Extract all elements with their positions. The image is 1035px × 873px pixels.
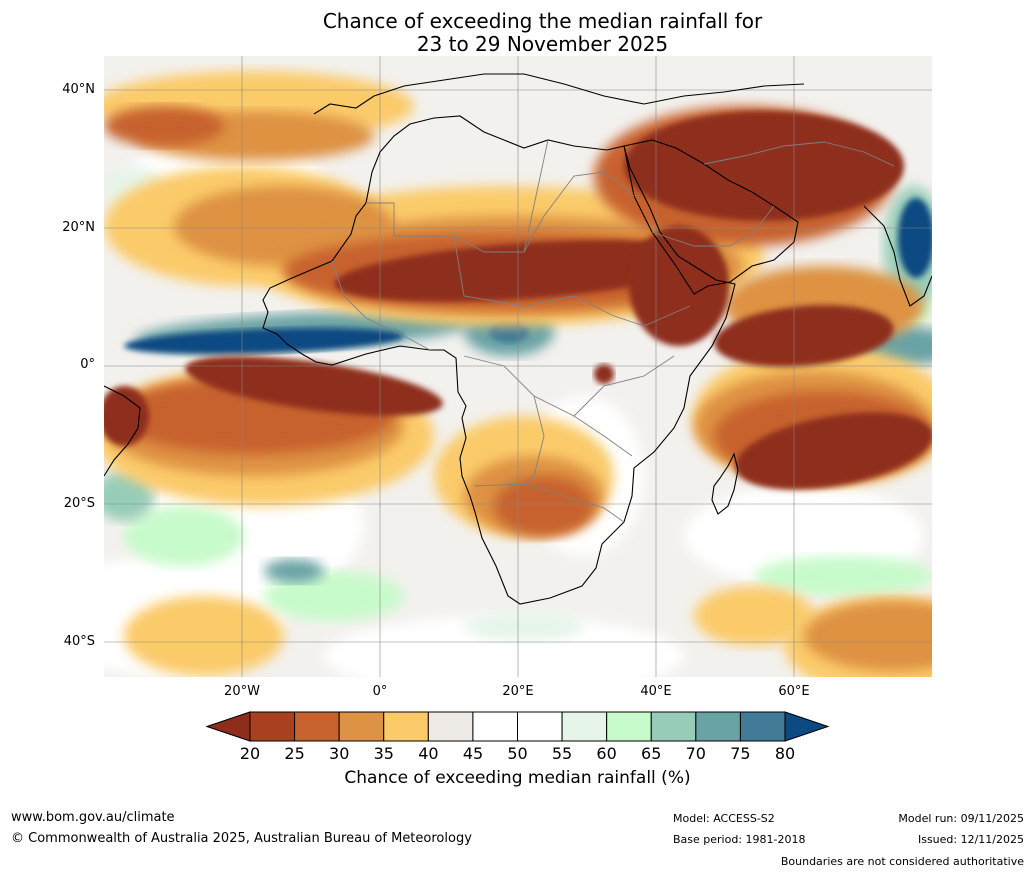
colorbar-tick: 55 xyxy=(551,744,573,763)
iberia-europe-coastline xyxy=(313,73,805,115)
probability-region xyxy=(104,106,224,146)
probability-region xyxy=(898,198,932,278)
probability-region xyxy=(694,586,814,646)
colorbar-label: Chance of exceeding median rainfall (%) xyxy=(344,768,691,788)
arabia-coastline xyxy=(623,139,799,295)
title-line-2: 23 to 29 November 2025 xyxy=(416,32,669,56)
probability-region xyxy=(185,356,443,416)
colorbar-tick: 60 xyxy=(596,744,617,763)
footer-copyright: © Commonwealth of Australia 2025, Austra… xyxy=(11,831,472,846)
probability-region xyxy=(124,596,284,676)
footer-url: www.bom.gov.au/climate xyxy=(11,810,175,825)
lon-label-40e: 40°E xyxy=(640,684,672,699)
colorbar-tick: 45 xyxy=(462,744,484,763)
colorbar xyxy=(206,711,830,742)
colorbar-segment xyxy=(383,711,429,742)
colorbar-tick: 30 xyxy=(329,744,350,763)
colorbar-segment xyxy=(249,711,296,742)
colorbar-segments xyxy=(249,711,786,742)
india-coastline xyxy=(863,205,932,307)
probability-region xyxy=(714,305,894,367)
colorbar-tick: 50 xyxy=(507,744,528,763)
probability-region xyxy=(735,412,932,490)
colorbar-low-arrow xyxy=(206,711,251,742)
colorbar-tick: 20 xyxy=(239,744,261,763)
probability-region xyxy=(264,559,324,583)
footer-issued: Issued: 12/11/2025 xyxy=(917,833,1024,846)
probability-region xyxy=(594,364,614,384)
graticule xyxy=(104,56,932,677)
colorbar-tick: 80 xyxy=(774,744,796,763)
colorbar-segment xyxy=(427,711,474,742)
probability-region xyxy=(124,328,404,354)
footer-model: Model: ACCESS-S2 xyxy=(673,812,775,825)
probability-region xyxy=(464,611,584,641)
south-america-coastline xyxy=(104,385,141,477)
lat-label-40n: 40°N xyxy=(62,82,95,97)
probability-fields xyxy=(104,71,932,677)
colorbar-tick: 70 xyxy=(685,744,706,763)
footer-disclaimer: Boundaries are not considered authoritat… xyxy=(780,855,1024,868)
africa-coastline xyxy=(262,115,736,605)
footer-base-period: Base period: 1981-2018 xyxy=(673,833,806,846)
probability-region xyxy=(104,386,149,446)
madagascar-coastline xyxy=(711,452,739,515)
probability-region xyxy=(754,556,932,596)
colorbar-tick: 65 xyxy=(641,744,662,763)
lat-label-20n: 20°N xyxy=(62,220,95,235)
probability-region xyxy=(124,506,244,566)
colorbar-segment xyxy=(294,711,340,742)
colorbar-segment xyxy=(650,711,697,742)
map-svg xyxy=(104,56,932,677)
probability-region xyxy=(624,111,904,221)
title-line-1: Chance of exceeding the median rainfall … xyxy=(322,9,763,33)
colorbar-segment xyxy=(695,711,741,742)
lon-label-60e: 60°E xyxy=(778,684,810,699)
colorbar-segment xyxy=(606,711,652,742)
probability-region xyxy=(629,226,729,346)
lat-label-20s: 20°S xyxy=(63,496,95,511)
colorbar-tick: 25 xyxy=(284,744,305,763)
probability-region xyxy=(334,240,714,302)
country-borders xyxy=(331,139,895,523)
colorbar-tick: 40 xyxy=(418,744,439,763)
rainfall-probability-map xyxy=(104,56,932,677)
lon-label-20w: 20°W xyxy=(224,684,260,699)
colorbar-segment xyxy=(338,711,385,742)
colorbar-high-arrow xyxy=(784,711,830,742)
colorbar-segment xyxy=(739,711,786,742)
chart-title: Chance of exceeding the median rainfall … xyxy=(0,10,1035,56)
probability-region xyxy=(494,476,594,536)
colorbar-segment xyxy=(561,711,608,742)
colorbar-tick: 35 xyxy=(373,744,394,763)
probability-region xyxy=(324,616,684,677)
lon-label-20e: 20°E xyxy=(502,684,534,699)
probability-region xyxy=(804,601,932,671)
lat-label-40s: 40°S xyxy=(63,634,95,649)
colorbar-segment xyxy=(517,711,563,742)
footer-model-run: Model run: 09/11/2025 xyxy=(898,812,1024,825)
colorbar-tick: 75 xyxy=(730,744,751,763)
probability-region xyxy=(264,571,404,621)
colorbar-segment xyxy=(472,711,518,742)
coastlines xyxy=(104,73,932,605)
lon-label-0: 0° xyxy=(372,684,388,699)
lat-label-equator: 0° xyxy=(80,357,95,372)
